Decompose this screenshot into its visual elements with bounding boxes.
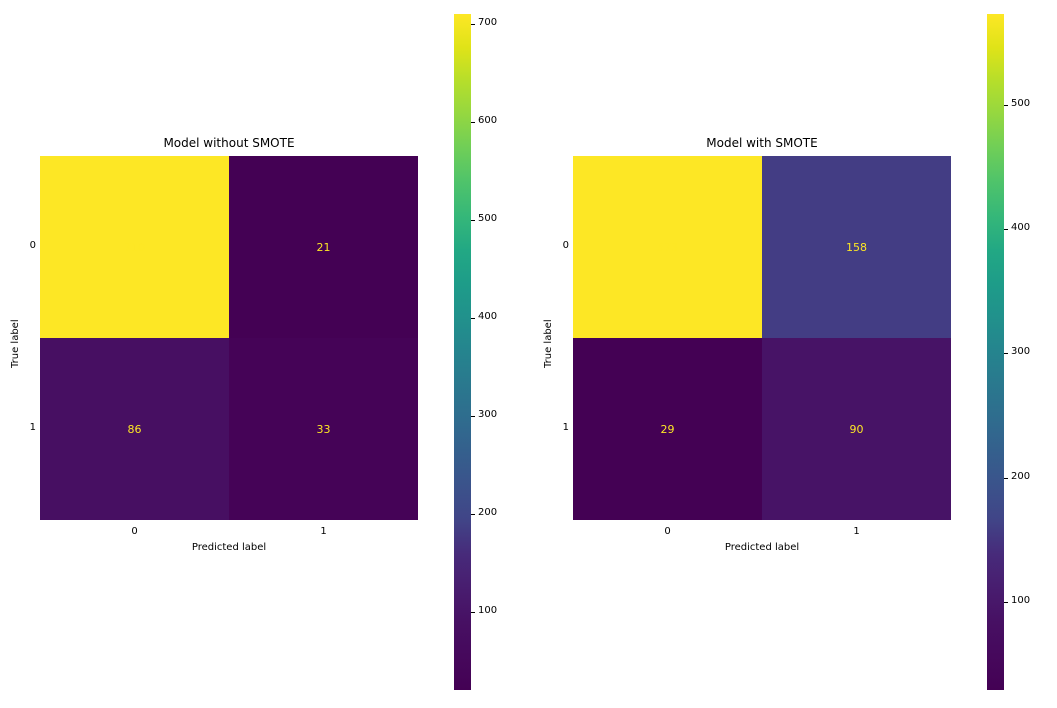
- colorbar-tick-left-700: 700: [478, 17, 497, 28]
- cell-right-r1-c1: 90: [762, 338, 951, 520]
- xlabel-right: Predicted label: [573, 542, 951, 553]
- ytick-right-0: 0: [549, 240, 569, 251]
- ytick-right-1: 1: [549, 422, 569, 433]
- colorbar-tick-left-600: 600: [478, 115, 497, 126]
- colorbar-tick-left-500: 500: [478, 213, 497, 224]
- xtick-left-1: 1: [229, 526, 418, 537]
- panel-title-right: Model with SMOTE: [573, 136, 951, 150]
- colorbar-tick-right-500: 500: [1011, 98, 1030, 109]
- colorbar-tick-left-300: 300: [478, 409, 497, 420]
- colorbar-tick-left-100: 100: [478, 605, 497, 616]
- cell-left-r1-c1: 33: [229, 338, 418, 520]
- panel-title-left: Model without SMOTE: [40, 136, 418, 150]
- colorbar-tick-right-300: 300: [1011, 346, 1030, 357]
- colorbar-tickline-right-200: [1004, 478, 1008, 479]
- xtick-right-1: 1: [762, 526, 951, 537]
- colorbar-tickline-right-100: [1004, 602, 1008, 603]
- colorbar-tickline-left-500: [471, 220, 475, 221]
- colorbar-tickline-right-400: [1004, 229, 1008, 230]
- colorbar-tick-left-400: 400: [478, 311, 497, 322]
- ytick-left-1: 1: [16, 422, 36, 433]
- cell-left-r0-c0: 710: [40, 156, 229, 338]
- figure: Model without SMOTE7102186330101Predicte…: [0, 0, 1057, 708]
- colorbar-tickline-right-300: [1004, 353, 1008, 354]
- xtick-left-0: 0: [40, 526, 229, 537]
- xlabel-left: Predicted label: [40, 542, 418, 553]
- cell-left-r1-c0: 86: [40, 338, 229, 520]
- colorbar-tick-right-100: 100: [1011, 595, 1030, 606]
- heatmap-panel-left: Model without SMOTE7102186330101Predicte…: [40, 156, 418, 520]
- colorbar-tickline-left-300: [471, 416, 475, 417]
- xtick-right-0: 0: [573, 526, 762, 537]
- cell-left-r0-c1: 21: [229, 156, 418, 338]
- colorbar-left: [454, 14, 471, 690]
- cell-right-r1-c0: 29: [573, 338, 762, 520]
- colorbar-tickline-left-400: [471, 318, 475, 319]
- colorbar-tick-right-200: 200: [1011, 471, 1030, 482]
- colorbar-tickline-left-700: [471, 24, 475, 25]
- colorbar-tickline-left-100: [471, 612, 475, 613]
- colorbar-right: [987, 14, 1004, 690]
- cell-right-r0-c0: 573: [573, 156, 762, 338]
- colorbar-tickline-left-600: [471, 122, 475, 123]
- ylabel-right: True label: [543, 319, 554, 368]
- heatmap-panel-right: Model with SMOTE57315829900101Predicted …: [573, 156, 951, 520]
- colorbar-tickline-left-200: [471, 514, 475, 515]
- colorbar-tick-left-200: 200: [478, 507, 497, 518]
- colorbar-tickline-right-500: [1004, 105, 1008, 106]
- ylabel-left: True label: [10, 319, 21, 368]
- cell-right-r0-c1: 158: [762, 156, 951, 338]
- ytick-left-0: 0: [16, 240, 36, 251]
- colorbar-tick-right-400: 400: [1011, 222, 1030, 233]
